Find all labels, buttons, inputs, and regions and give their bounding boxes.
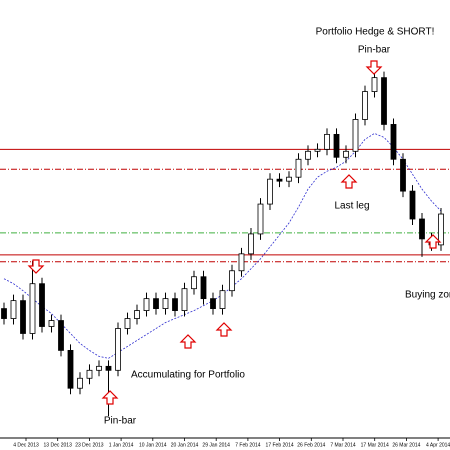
candle-body (324, 133, 330, 150)
candle-body (267, 178, 273, 205)
annotation: Last leg (334, 201, 369, 212)
x-tick-label: 17 Mar 2014 (361, 442, 389, 448)
candle-body (58, 320, 64, 351)
down-arrow (27, 259, 45, 274)
candle-body (86, 369, 93, 379)
candle-body (105, 365, 112, 371)
candle-body (1, 308, 7, 319)
candle-body (48, 320, 55, 327)
x-tick-label: 20 Jan 2014 (171, 442, 199, 448)
up-arrow (424, 234, 442, 249)
candle-body (352, 119, 359, 152)
candle-body (314, 148, 321, 152)
candle-body (162, 298, 169, 309)
candle-body (181, 288, 188, 311)
candle-body (143, 298, 150, 311)
x-tick-label: 23 Dec 2013 (75, 442, 104, 448)
candle-body (390, 124, 397, 160)
x-tick-label: 4 Apr 2014 (426, 442, 450, 448)
candle-body (438, 213, 444, 246)
annotation: Portfolio Hedge & SHORT! (316, 27, 435, 38)
candle-body (276, 178, 283, 182)
x-tick-label: 10 Jan 2014 (139, 442, 167, 448)
x-tick-label: 17 Feb 2014 (266, 442, 294, 448)
candle-body (219, 290, 226, 309)
candle-body (409, 190, 416, 220)
x-tick-label: 13 Dec 2013 (44, 442, 73, 448)
candle-body (115, 328, 121, 371)
x-tick-label: 29 Jan 2014 (202, 442, 230, 448)
candle-body (191, 276, 197, 290)
x-tick-label: 7 Mar 2014 (330, 442, 356, 448)
x-tick-label: 26 Feb 2014 (297, 442, 325, 448)
annotation: Accumulating for Portfolio (131, 370, 245, 381)
candle-body (153, 298, 159, 309)
x-tick-label: 7 Feb 2014 (235, 442, 261, 448)
candle-body (134, 310, 140, 319)
up-arrow (101, 390, 119, 405)
candle-body (67, 349, 74, 389)
x-tick-label: 1 Jan 2014 (109, 442, 134, 448)
candle-body (305, 150, 311, 160)
candle-body (257, 203, 264, 235)
signal-arrows (27, 60, 442, 405)
candle-body (124, 318, 131, 329)
candle-body (286, 176, 292, 182)
candle-body (238, 253, 245, 272)
candle-body (200, 276, 207, 300)
x-tick-label: 4 Dec 2013 (13, 442, 39, 448)
up-arrow (340, 174, 358, 189)
candle-body (210, 298, 216, 309)
candle-body (229, 270, 235, 292)
candle-body (39, 283, 45, 327)
annotation: Pin-bar (104, 416, 137, 427)
candle-body (172, 298, 178, 311)
candle-body (333, 133, 340, 158)
annotation: Buying zone (405, 290, 450, 301)
up-arrow (179, 334, 197, 349)
candle-body (362, 91, 368, 120)
candle-body (10, 300, 17, 319)
candle-body (29, 283, 36, 334)
annotation: Pin-bar (358, 45, 391, 56)
down-arrow (365, 60, 383, 75)
candle-body (96, 365, 102, 371)
candle-body (381, 77, 387, 125)
candle-body (77, 377, 83, 389)
x-tick-label: 26 Mar 2014 (392, 442, 420, 448)
candle-body (20, 300, 26, 334)
candle-body (419, 218, 425, 240)
candle-body (371, 77, 378, 92)
up-arrow (215, 322, 233, 337)
candle-body (400, 158, 406, 192)
candle-body (295, 158, 302, 178)
candle-body (343, 150, 349, 158)
candle-body (248, 233, 254, 255)
